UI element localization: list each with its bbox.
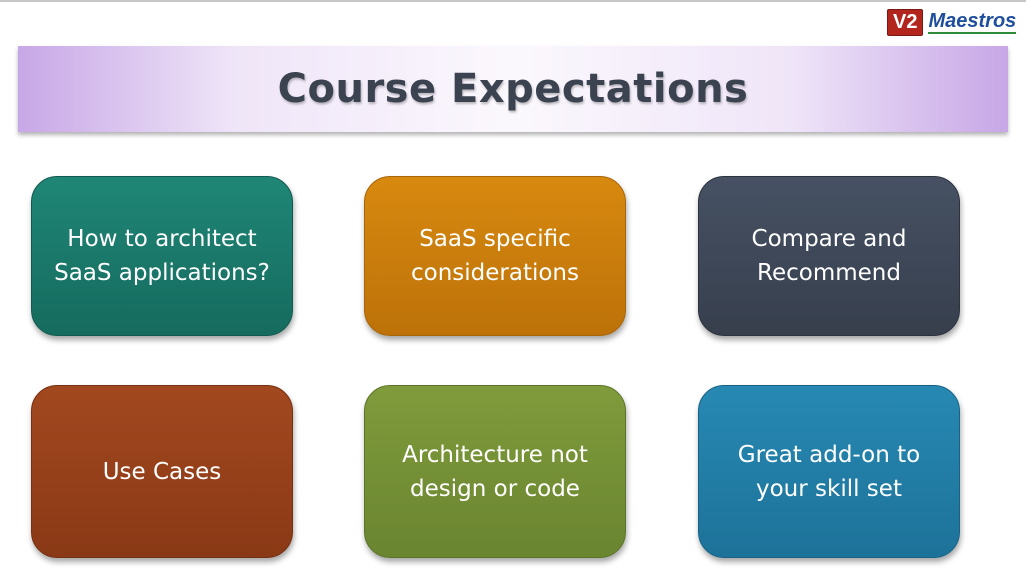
card-architect-saas: How to architect SaaS applications? bbox=[31, 176, 293, 336]
v2-maestros-logo: V2 Maestros bbox=[887, 7, 1017, 37]
card-line: Great add-on to bbox=[737, 441, 921, 468]
card-text: SaaS specific considerations bbox=[411, 222, 579, 290]
slide-title: Course Expectations bbox=[277, 66, 749, 112]
card-line: Compare and bbox=[751, 226, 907, 252]
card-line: SaaS applications? bbox=[54, 260, 270, 286]
card-line: Recommend bbox=[757, 260, 901, 286]
card-saas-considerations: SaaS specific considerations bbox=[364, 176, 626, 336]
card-skill-addon: Great add-on to your skill set bbox=[698, 385, 960, 558]
card-architecture-not-design: Architecture not design or code bbox=[364, 385, 626, 558]
card-compare-recommend: Compare and Recommend bbox=[698, 176, 960, 336]
card-text: Use Cases bbox=[103, 455, 222, 489]
card-line: design or code bbox=[410, 475, 580, 502]
card-line: your skill set bbox=[756, 475, 902, 502]
card-line: Use Cases bbox=[102, 458, 222, 485]
logo-badge: V2 bbox=[887, 8, 924, 36]
top-divider-line bbox=[0, 0, 1026, 2]
card-line: considerations bbox=[410, 260, 579, 286]
card-line: Architecture not bbox=[402, 441, 588, 468]
logo-name: Maestros bbox=[928, 10, 1017, 34]
card-text: How to architect SaaS applications? bbox=[54, 222, 270, 290]
title-banner: Course Expectations bbox=[18, 46, 1008, 132]
card-use-cases: Use Cases bbox=[31, 385, 293, 558]
card-line: How to architect bbox=[67, 226, 257, 252]
card-line: SaaS specific bbox=[419, 226, 571, 252]
card-text: Architecture not design or code bbox=[402, 438, 588, 506]
card-text: Great add-on to your skill set bbox=[738, 438, 920, 506]
card-text: Compare and Recommend bbox=[752, 222, 907, 290]
